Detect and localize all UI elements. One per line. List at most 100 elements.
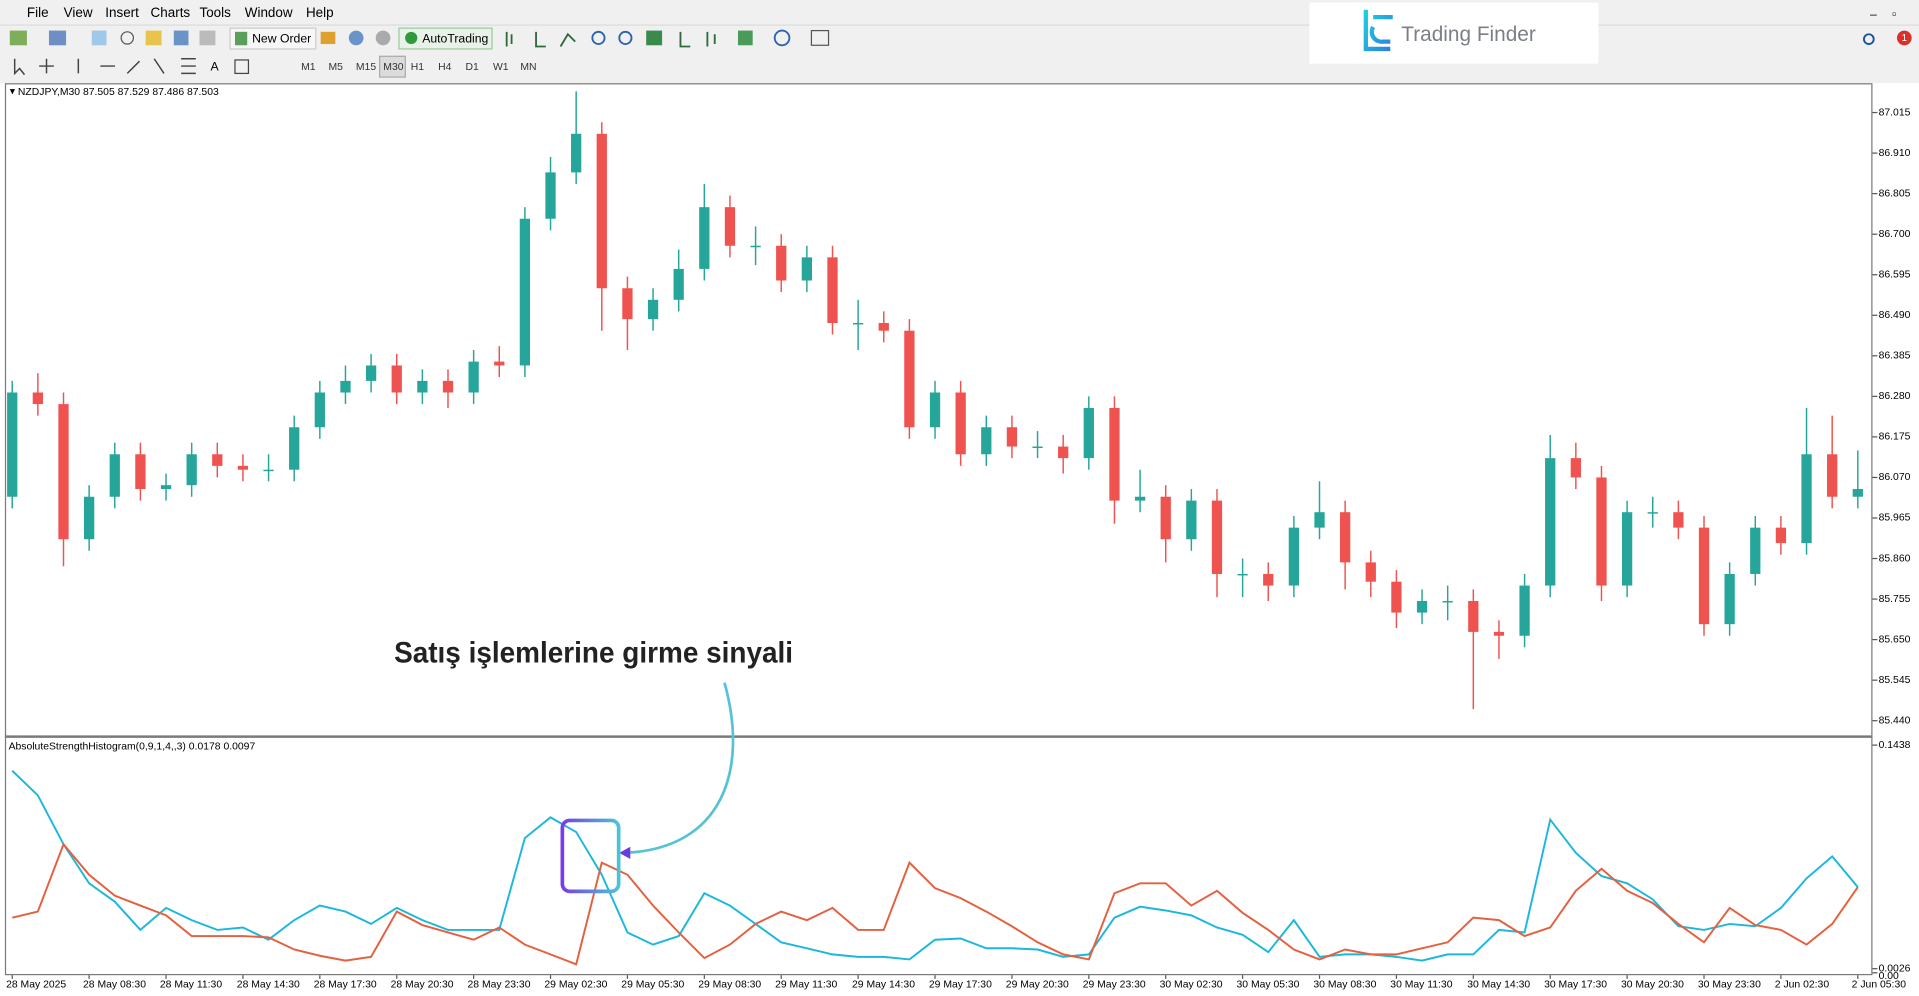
candle-body xyxy=(32,392,44,405)
new-order-button[interactable] xyxy=(229,27,317,50)
autotrading-button[interactable] xyxy=(398,27,493,50)
annotation-arrow xyxy=(624,682,735,855)
badge[interactable] xyxy=(1896,30,1912,46)
candle-body xyxy=(724,207,736,246)
search-icon[interactable] xyxy=(1863,33,1875,45)
y-tick-label: 85.440 xyxy=(1879,715,1911,726)
tool-icon[interactable] xyxy=(145,30,162,46)
icon xyxy=(405,31,418,45)
candle-body xyxy=(289,427,300,470)
candle-body xyxy=(545,172,556,219)
candle-body xyxy=(1211,500,1223,574)
candle-body xyxy=(1570,458,1581,478)
tool-icon[interactable] xyxy=(646,30,663,46)
y-tick-label: 86.175 xyxy=(1879,432,1911,443)
x-tick-label: 28 May 2025 xyxy=(6,980,66,991)
timeframe-button[interactable]: W1 xyxy=(493,62,509,73)
x-tick-label: 28 May 23:30 xyxy=(468,980,531,991)
candle-body xyxy=(442,380,454,393)
minimize[interactable]: – xyxy=(1870,7,1877,21)
candle-body xyxy=(237,465,249,470)
chart-header: ▾ NZDJPY,M30 87.505 87.529 87.486 87.503 xyxy=(10,87,219,98)
timeframe-button[interactable]: D1 xyxy=(466,62,480,73)
tool-icon[interactable] xyxy=(199,30,216,46)
restore[interactable]: ▫ xyxy=(1892,7,1896,21)
candle-body xyxy=(109,454,120,497)
x-tick-label: 29 May 17:30 xyxy=(929,980,992,991)
x-tick-label: 29 May 02:30 xyxy=(544,980,607,991)
zoom-in[interactable] xyxy=(591,30,606,45)
timeframe-button[interactable]: M30 xyxy=(383,62,403,73)
candle-body xyxy=(83,496,95,540)
timeframe-button[interactable]: MN xyxy=(520,62,536,73)
toolbar: New Order AutoTrading A xyxy=(9,27,830,76)
tool-icon[interactable] xyxy=(320,31,336,45)
x-tick-label: 29 May 20:30 xyxy=(1006,980,1069,991)
candle-body xyxy=(1750,527,1761,574)
x-tick-label: 28 May 20:30 xyxy=(391,980,454,991)
tool-icon[interactable] xyxy=(9,30,27,46)
candle-body xyxy=(1468,601,1479,632)
candle-body xyxy=(801,257,812,281)
signal-box xyxy=(560,818,621,894)
tool-icon[interactable] xyxy=(810,29,830,46)
x-tick-label: 28 May 17:30 xyxy=(314,980,377,991)
menu-bar: File View Insert Charts Tools Window Help xyxy=(27,5,334,20)
tool-icon[interactable] xyxy=(737,30,753,46)
timeframe-button[interactable]: M1 xyxy=(301,62,316,73)
candle-body xyxy=(1263,573,1274,586)
chrome-bg xyxy=(0,0,1919,84)
timeframe-button[interactable]: M15 xyxy=(356,62,376,73)
y-tick-label: 86.385 xyxy=(1879,351,1911,362)
candle-body xyxy=(1673,512,1684,528)
menu-item[interactable]: Help xyxy=(306,5,334,20)
timeframe-bar: M1 M5 M15 M30 H1 H4 D1 W1 MN xyxy=(301,55,537,78)
candle-body xyxy=(1314,512,1325,528)
x-tick-label: 30 May 11:30 xyxy=(1390,980,1452,991)
badge-count: 1 xyxy=(1902,33,1907,44)
candle-body xyxy=(647,299,659,320)
menu-item[interactable]: Window xyxy=(245,5,293,20)
x-tick-label: 30 May 14:30 xyxy=(1467,980,1530,991)
draw-tools[interactable] xyxy=(13,57,196,76)
tool-icon[interactable] xyxy=(679,31,716,48)
candle-body xyxy=(955,392,966,455)
menu-item[interactable]: Charts xyxy=(151,5,191,20)
menu-item[interactable]: View xyxy=(64,5,93,20)
tool-icon[interactable] xyxy=(773,29,791,47)
candle-body xyxy=(1621,512,1633,586)
candle-body xyxy=(1237,573,1248,576)
timeframe-button[interactable]: H4 xyxy=(438,62,452,73)
candle-body xyxy=(1647,512,1658,514)
candle-body xyxy=(1032,446,1043,449)
tool-icon[interactable] xyxy=(48,30,67,46)
menu-item[interactable]: File xyxy=(27,5,49,20)
tool-icon[interactable] xyxy=(348,30,364,46)
tool-icon[interactable] xyxy=(375,30,391,46)
separator xyxy=(0,24,1919,26)
zoom-out[interactable] xyxy=(618,30,633,45)
menu-item[interactable]: Tools xyxy=(199,5,231,20)
y-tick-label: 86.595 xyxy=(1879,269,1911,280)
tool-icon[interactable] xyxy=(91,30,107,46)
label-tool[interactable] xyxy=(234,59,250,75)
timeframe-button[interactable]: M5 xyxy=(328,62,343,73)
tool-icon[interactable] xyxy=(173,30,189,46)
y-tick-label: 86.280 xyxy=(1879,391,1911,402)
text-tool[interactable]: A xyxy=(211,60,220,74)
candle-body xyxy=(622,288,633,320)
candle-body xyxy=(1160,496,1171,540)
candle-body xyxy=(673,268,684,300)
candle-body xyxy=(1006,427,1018,447)
tool-icon[interactable] xyxy=(120,31,135,45)
timeframe-button[interactable]: H1 xyxy=(411,62,425,73)
y-tick-label: 85.860 xyxy=(1879,553,1911,564)
logo-icon xyxy=(1363,9,1393,52)
candle-body xyxy=(365,365,377,381)
menu-item[interactable]: Insert xyxy=(105,5,139,20)
y-tick-label: 87.015 xyxy=(1879,107,1911,118)
x-tick-label: 29 May 08:30 xyxy=(698,980,761,991)
tool-icon[interactable] xyxy=(505,31,576,48)
candle-body xyxy=(135,454,146,490)
candle-body xyxy=(1724,573,1735,625)
